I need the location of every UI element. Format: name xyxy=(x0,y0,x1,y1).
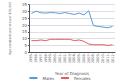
svg-text:2004: 2004 xyxy=(72,53,76,63)
svg-text:2001: 2001 xyxy=(58,54,62,63)
svg-text:2010: 2010 xyxy=(101,54,105,63)
svg-text:2003: 2003 xyxy=(68,54,72,63)
svg-text:5: 5 xyxy=(24,43,27,48)
svg-text:20: 20 xyxy=(22,23,28,28)
svg-text:Males: Males xyxy=(42,76,54,80)
svg-text:Age-standardised rate per 100,: Age-standardised rate per 100,000 xyxy=(8,2,12,55)
svg-text:2000: 2000 xyxy=(53,54,57,63)
svg-text:35: 35 xyxy=(22,2,28,7)
svg-text:25: 25 xyxy=(22,16,28,21)
svg-text:Year of Diagnosis: Year of Diagnosis xyxy=(54,70,90,76)
svg-text:2002: 2002 xyxy=(63,54,67,63)
svg-text:2008: 2008 xyxy=(91,54,95,63)
svg-text:2012: 2012 xyxy=(111,54,115,63)
svg-text:1998: 1998 xyxy=(44,54,48,63)
svg-text:2009: 2009 xyxy=(96,54,100,63)
svg-text:2007: 2007 xyxy=(87,54,91,63)
svg-text:1999: 1999 xyxy=(48,54,52,63)
svg-text:0: 0 xyxy=(24,50,27,55)
svg-text:2006: 2006 xyxy=(82,54,86,63)
svg-text:10: 10 xyxy=(22,36,28,41)
svg-text:2011: 2011 xyxy=(106,54,110,63)
svg-text:1997: 1997 xyxy=(39,54,43,63)
svg-text:30: 30 xyxy=(22,9,28,14)
svg-text:1995: 1995 xyxy=(29,54,33,63)
svg-text:1996: 1996 xyxy=(34,54,38,63)
svg-text:Females: Females xyxy=(74,76,91,80)
svg-text:2005: 2005 xyxy=(77,54,81,63)
svg-text:15: 15 xyxy=(22,29,28,34)
